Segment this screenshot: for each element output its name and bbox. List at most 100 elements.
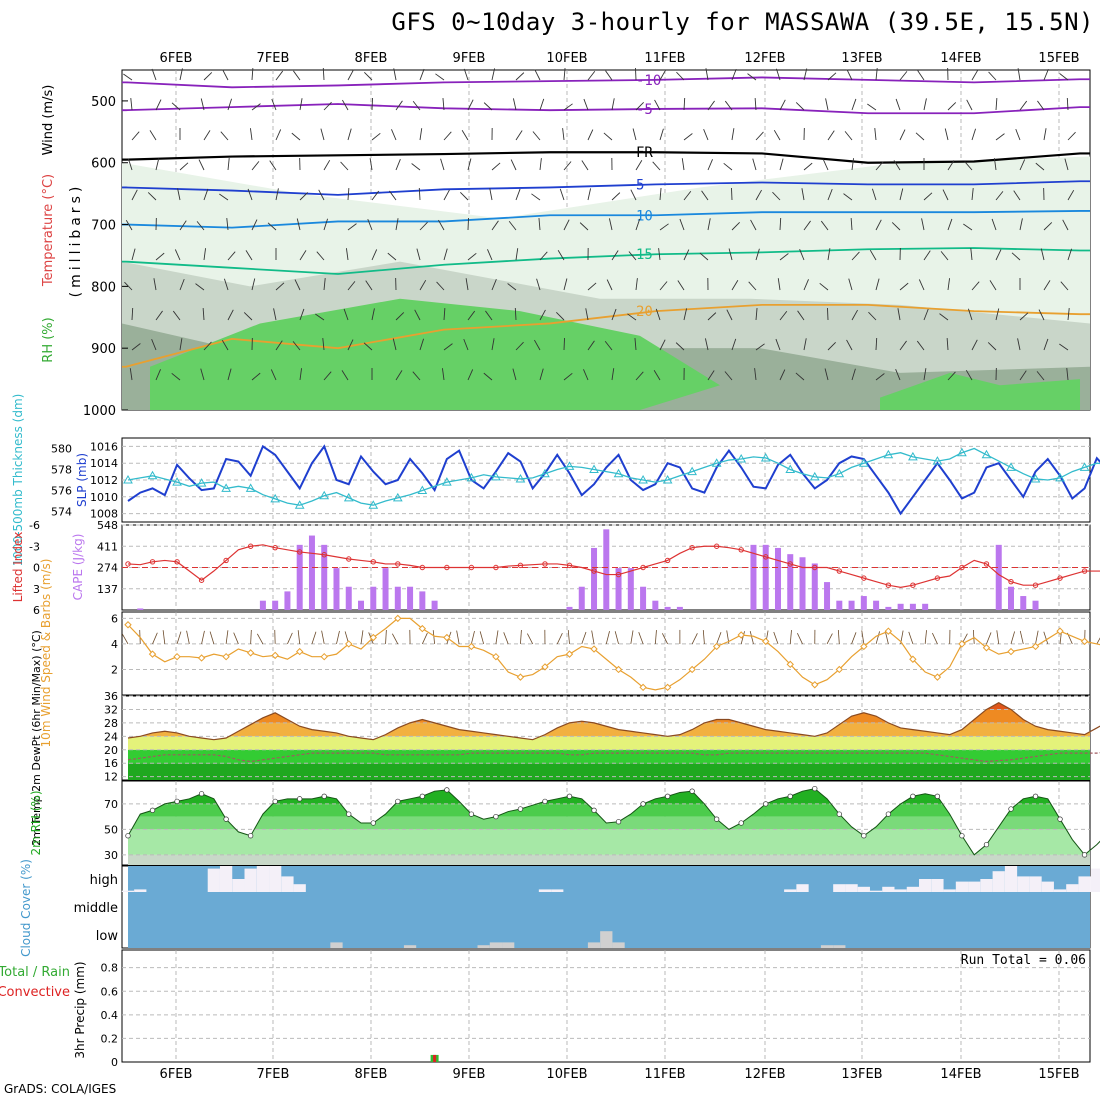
cloud-high-bar [796, 884, 809, 892]
wind-barb [755, 343, 765, 351]
wind-barb [603, 132, 613, 141]
wind-barb [971, 188, 974, 201]
wind-barb [1038, 309, 1045, 321]
wind-barb [659, 128, 664, 141]
wind-barb [822, 159, 829, 171]
wind-tick-label: 6 [111, 612, 118, 625]
wind-barb [726, 309, 733, 321]
surface-wind-barb [225, 630, 229, 644]
precip-tick-label: 0.4 [101, 1009, 119, 1022]
thickness-marker [1006, 462, 1016, 471]
wind-barb [947, 218, 953, 231]
wind-barb [755, 248, 760, 261]
precip-axis-label: 3hr Precip (mm) [73, 961, 87, 1058]
li-marker [640, 564, 646, 571]
wind-barb [223, 278, 229, 291]
wind-barb [323, 101, 332, 111]
wind-barb [923, 98, 927, 111]
wind-barb [155, 158, 160, 171]
surface-wind-barb [360, 630, 364, 644]
cape-bar [272, 600, 279, 610]
side-label: Wind (m/s) [41, 85, 56, 156]
pressure-tick-label: 1000 [83, 404, 116, 419]
wind-barb [923, 308, 929, 321]
rh-marker [566, 793, 573, 799]
wind-barb [532, 131, 541, 141]
top-day-label: 12FEB [744, 51, 785, 66]
wind-barb [131, 343, 141, 351]
rh-marker [444, 787, 450, 793]
wind-barb [1037, 100, 1045, 111]
li-marker [346, 556, 352, 562]
wind-barb [752, 158, 757, 171]
wind-barb [683, 133, 693, 141]
li-marker [272, 544, 278, 551]
wind-barb [824, 368, 829, 381]
surface-wind-barb [875, 631, 880, 645]
wind-barb [779, 99, 786, 111]
temp-bands [128, 702, 1090, 780]
rh-marker [787, 793, 793, 799]
cape-bar [995, 544, 1002, 610]
wind-speed-marker [565, 650, 574, 658]
rh-marker [198, 791, 205, 797]
wind-barb [147, 192, 157, 201]
wind-barb [371, 190, 380, 201]
wind-barb [820, 220, 829, 231]
wind-speed-marker [173, 652, 181, 661]
surface-wind-barb [654, 630, 657, 644]
bottom-day-label: 6FEB [160, 1067, 193, 1082]
wind-barb [322, 338, 325, 351]
wind-barb [917, 70, 925, 81]
surface-wind-barb [520, 629, 522, 644]
wind-barb [395, 100, 403, 111]
cape-bar [652, 600, 659, 610]
wind-barb [869, 249, 877, 261]
cloud-high-bar [1053, 889, 1067, 892]
wind-barb [463, 68, 469, 81]
wind-barb [485, 310, 493, 321]
wind-barb [723, 162, 733, 171]
thickness-marker [564, 461, 575, 470]
wind-barb [772, 191, 781, 201]
wind-barb [515, 248, 519, 261]
wind-barb [587, 340, 595, 351]
wind-barb [795, 372, 805, 381]
wind-barb [1019, 312, 1029, 321]
wind-barb [875, 373, 885, 381]
surface-wind-barb [176, 631, 182, 645]
wind-speed-marker [541, 663, 549, 671]
wind-barb [443, 131, 452, 141]
wind-barb [635, 218, 641, 231]
wind-barb [1060, 281, 1069, 291]
rh-marker [125, 833, 131, 839]
wind-barb [149, 130, 157, 141]
thickness-marker [294, 500, 305, 509]
wind-barb [563, 161, 572, 171]
thickness-marker [1030, 473, 1041, 483]
wind-barb [755, 308, 758, 321]
wind-speed-marker [712, 642, 721, 651]
wind-barb [966, 99, 973, 111]
li-marker [689, 544, 695, 551]
rh-tick-label: 70 [104, 798, 118, 811]
li-marker [395, 561, 401, 567]
temp-tick-label: 28 [104, 717, 118, 730]
wind-barb [514, 308, 517, 321]
cape-bar [566, 606, 573, 610]
wind-barb [491, 68, 496, 81]
wind-barb [989, 280, 997, 291]
wind-barb [747, 73, 757, 81]
surface-wind-barb [861, 630, 865, 644]
wind-barb [440, 158, 445, 171]
wind-speed-marker [1031, 642, 1040, 651]
wind-barb [875, 278, 880, 291]
temp-contour-label: 20 [636, 304, 653, 320]
wind-barb [634, 338, 637, 351]
wind-barb [1067, 248, 1073, 261]
wind-speed-marker [222, 652, 230, 661]
wind-barb [1043, 222, 1053, 231]
temp-tick-label: 24 [104, 730, 118, 743]
surface-wind-barb [471, 630, 475, 645]
surface-wind-barb [391, 633, 399, 645]
